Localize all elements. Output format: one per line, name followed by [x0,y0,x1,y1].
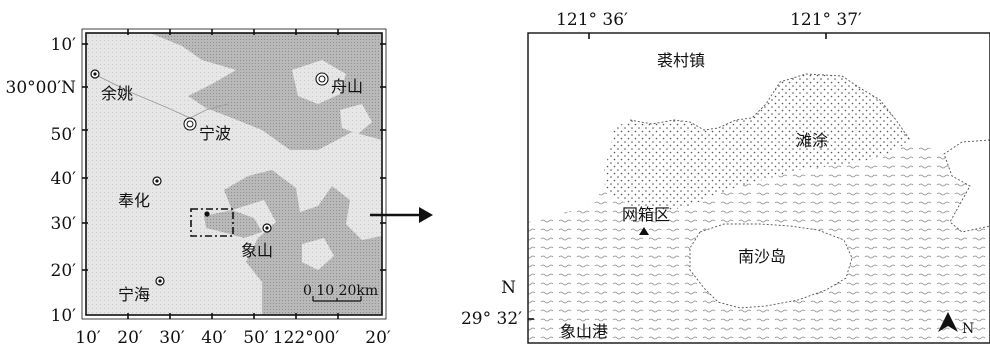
right-map-east-headland [943,139,990,233]
city-marker-xiangshan [262,223,272,233]
city-marker-zhoushan [315,72,329,86]
right-lat-label-n: N [501,278,516,298]
city-label-ningbo: 宁波 [199,124,231,143]
city-marker-yuyao [90,69,100,79]
north-arrow-icon [938,312,958,332]
place-label-nansha: 南沙岛 [738,247,786,266]
right-lat-label-29-32: 29° 32′ [461,309,522,329]
study-site-marker [204,211,210,217]
lon-label-20-east: 20′ [365,328,391,348]
lon-label-10: 10′ [75,328,101,348]
lon-label-30: 30′ [159,328,185,348]
left-map-outer-frame [81,28,387,320]
right-map-mudflat-edge [629,73,911,141]
north-arrow: N [938,312,974,337]
left-map-island-east [340,104,372,134]
lat-label-30: 30′ [51,214,77,234]
right-map-mudflat [604,74,910,212]
lat-label-10-top: 10′ [51,35,77,55]
lon-label-50: 50′ [243,328,269,348]
city-label-ninghai: 宁海 [118,285,150,304]
study-area-box [190,208,234,237]
lat-label-20: 20′ [51,261,77,281]
scale-bar: 0 10 20km [303,283,378,302]
net-cage-marker [639,227,649,235]
place-label-xiangshangang: 象山港 [560,322,608,341]
city-marker-ninghai [155,276,165,286]
right-lon-label-121-36: 121° 36′ [556,10,628,30]
lon-label-40: 40′ [201,328,227,348]
lat-label-30-00n: 30°00′N [6,78,77,98]
place-label-wangxiang: 网箱区 [622,205,670,224]
north-arrow-label: N [962,321,974,337]
city-label-zhoushan: 舟山 [331,77,363,96]
city-label-xiangshan: 象山 [241,241,273,260]
city-label-fenghua: 奉化 [118,191,150,210]
place-label-tantu: 滩涂 [796,131,828,150]
city-marker-ningbo [183,117,197,131]
lon-label-122-00: 122°00′ [273,328,340,348]
place-label-qiucun: 裘村镇 [657,51,705,70]
lon-label-20: 20′ [117,328,143,348]
lat-label-10-bottom: 10′ [51,306,77,326]
right-map-north-land [528,33,990,222]
city-marker-fenghua [152,176,162,186]
lat-label-50: 50′ [51,125,77,145]
left-map-frame [85,32,383,316]
zoom-arrow [370,207,433,223]
right-map-nansha-island [689,223,853,309]
right-lon-label-121-37: 121° 37′ [790,10,862,30]
lat-label-40: 40′ [51,169,77,189]
scale-bar-label: 0 10 20km [303,283,378,299]
right-map-frame [527,32,990,344]
left-map-graticule-ticks [82,29,386,319]
left-map-river [95,74,229,119]
right-map-ticks [528,33,827,320]
city-label-yuyao: 余姚 [101,84,133,103]
right-map: 121° 36′ 121° 37′ N 29° 32′ 裘村镇 滩涂 网箱区 南… [461,10,990,344]
left-map-island-south [302,238,334,270]
left-map: 10′ 30°00′N 50′ 40′ 30′ 20′ 10′ 10′ 20′ … [6,28,391,348]
